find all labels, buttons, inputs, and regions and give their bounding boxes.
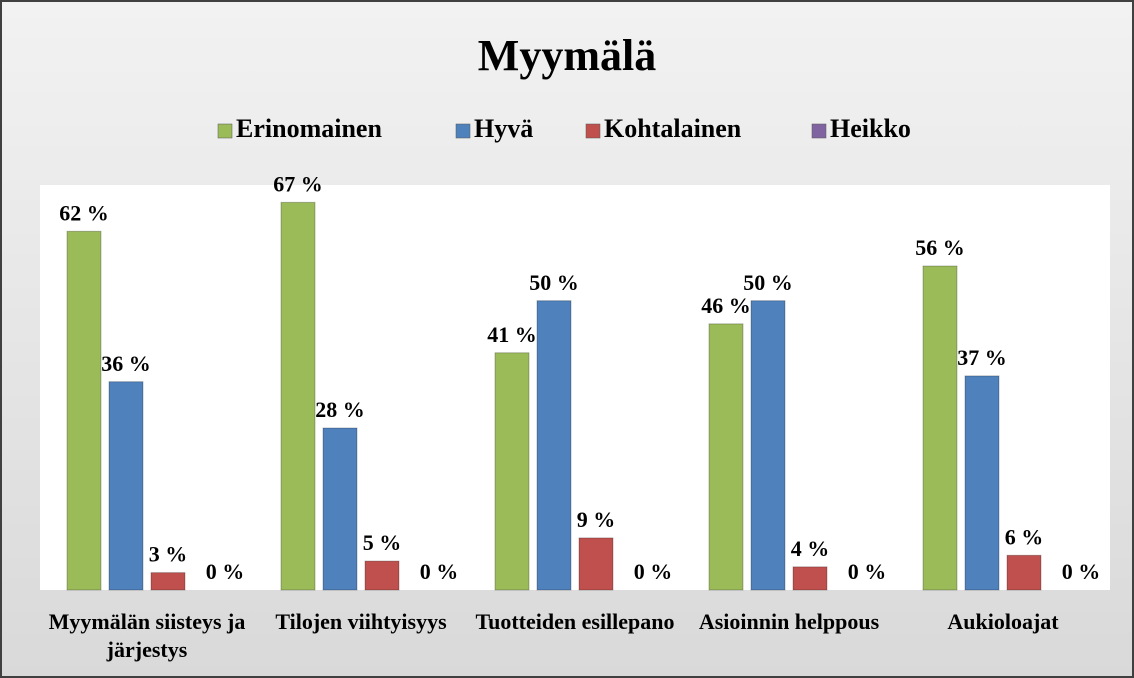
bar (578, 537, 614, 591)
bar (708, 323, 744, 591)
data-label: 0 % (848, 559, 887, 584)
bar (964, 375, 1000, 591)
data-label: 6 % (1005, 524, 1044, 549)
chart-title: Myymälä (478, 31, 656, 80)
data-label: 3 % (149, 542, 188, 567)
data-label: 0 % (206, 559, 245, 584)
bar (494, 352, 530, 591)
data-label: 50 % (743, 270, 793, 295)
legend-swatch (585, 123, 601, 139)
data-label: 28 % (315, 397, 365, 422)
x-tick-label: Tilojen viihtyisyys (275, 609, 447, 634)
bar (536, 300, 572, 591)
data-label: 50 % (529, 270, 579, 295)
data-label: 41 % (487, 322, 537, 347)
data-label: 62 % (59, 200, 109, 225)
bar (108, 381, 144, 591)
bar (1006, 554, 1042, 591)
legend-label: Hyvä (474, 114, 533, 143)
legend-label: Heikko (830, 114, 911, 143)
data-label: 0 % (634, 559, 673, 584)
legend-label: Erinomainen (236, 114, 382, 143)
legend: Erinomainen Hyvä Kohtalainen Heikko (217, 114, 911, 143)
bar (792, 566, 828, 591)
data-label: 36 % (101, 351, 151, 376)
bar (750, 300, 786, 591)
bar (364, 560, 400, 591)
x-tick-label: Myymälän siisteys ja järjestys (48, 609, 246, 662)
x-tick-label: Aukioloajat (947, 609, 1059, 634)
data-label: 56 % (915, 235, 965, 260)
bar (322, 427, 358, 591)
legend-label: Kohtalainen (604, 114, 742, 143)
data-label: 37 % (957, 345, 1007, 370)
bar (280, 201, 316, 591)
data-label: 0 % (420, 559, 459, 584)
bar (922, 265, 958, 591)
data-label: 0 % (1062, 559, 1101, 584)
data-label: 67 % (273, 171, 323, 196)
bar (66, 230, 102, 591)
data-label: 46 % (701, 293, 751, 318)
data-label: 5 % (363, 530, 402, 555)
bar (150, 572, 186, 591)
legend-swatch (217, 123, 233, 139)
data-label: 9 % (577, 507, 616, 532)
legend-swatch (455, 123, 471, 139)
data-label: 4 % (791, 536, 830, 561)
x-tick-label: Asioinnin helppous (698, 609, 880, 634)
x-tick-label: Tuotteiden esillepano (475, 609, 675, 634)
legend-swatch (811, 123, 827, 139)
